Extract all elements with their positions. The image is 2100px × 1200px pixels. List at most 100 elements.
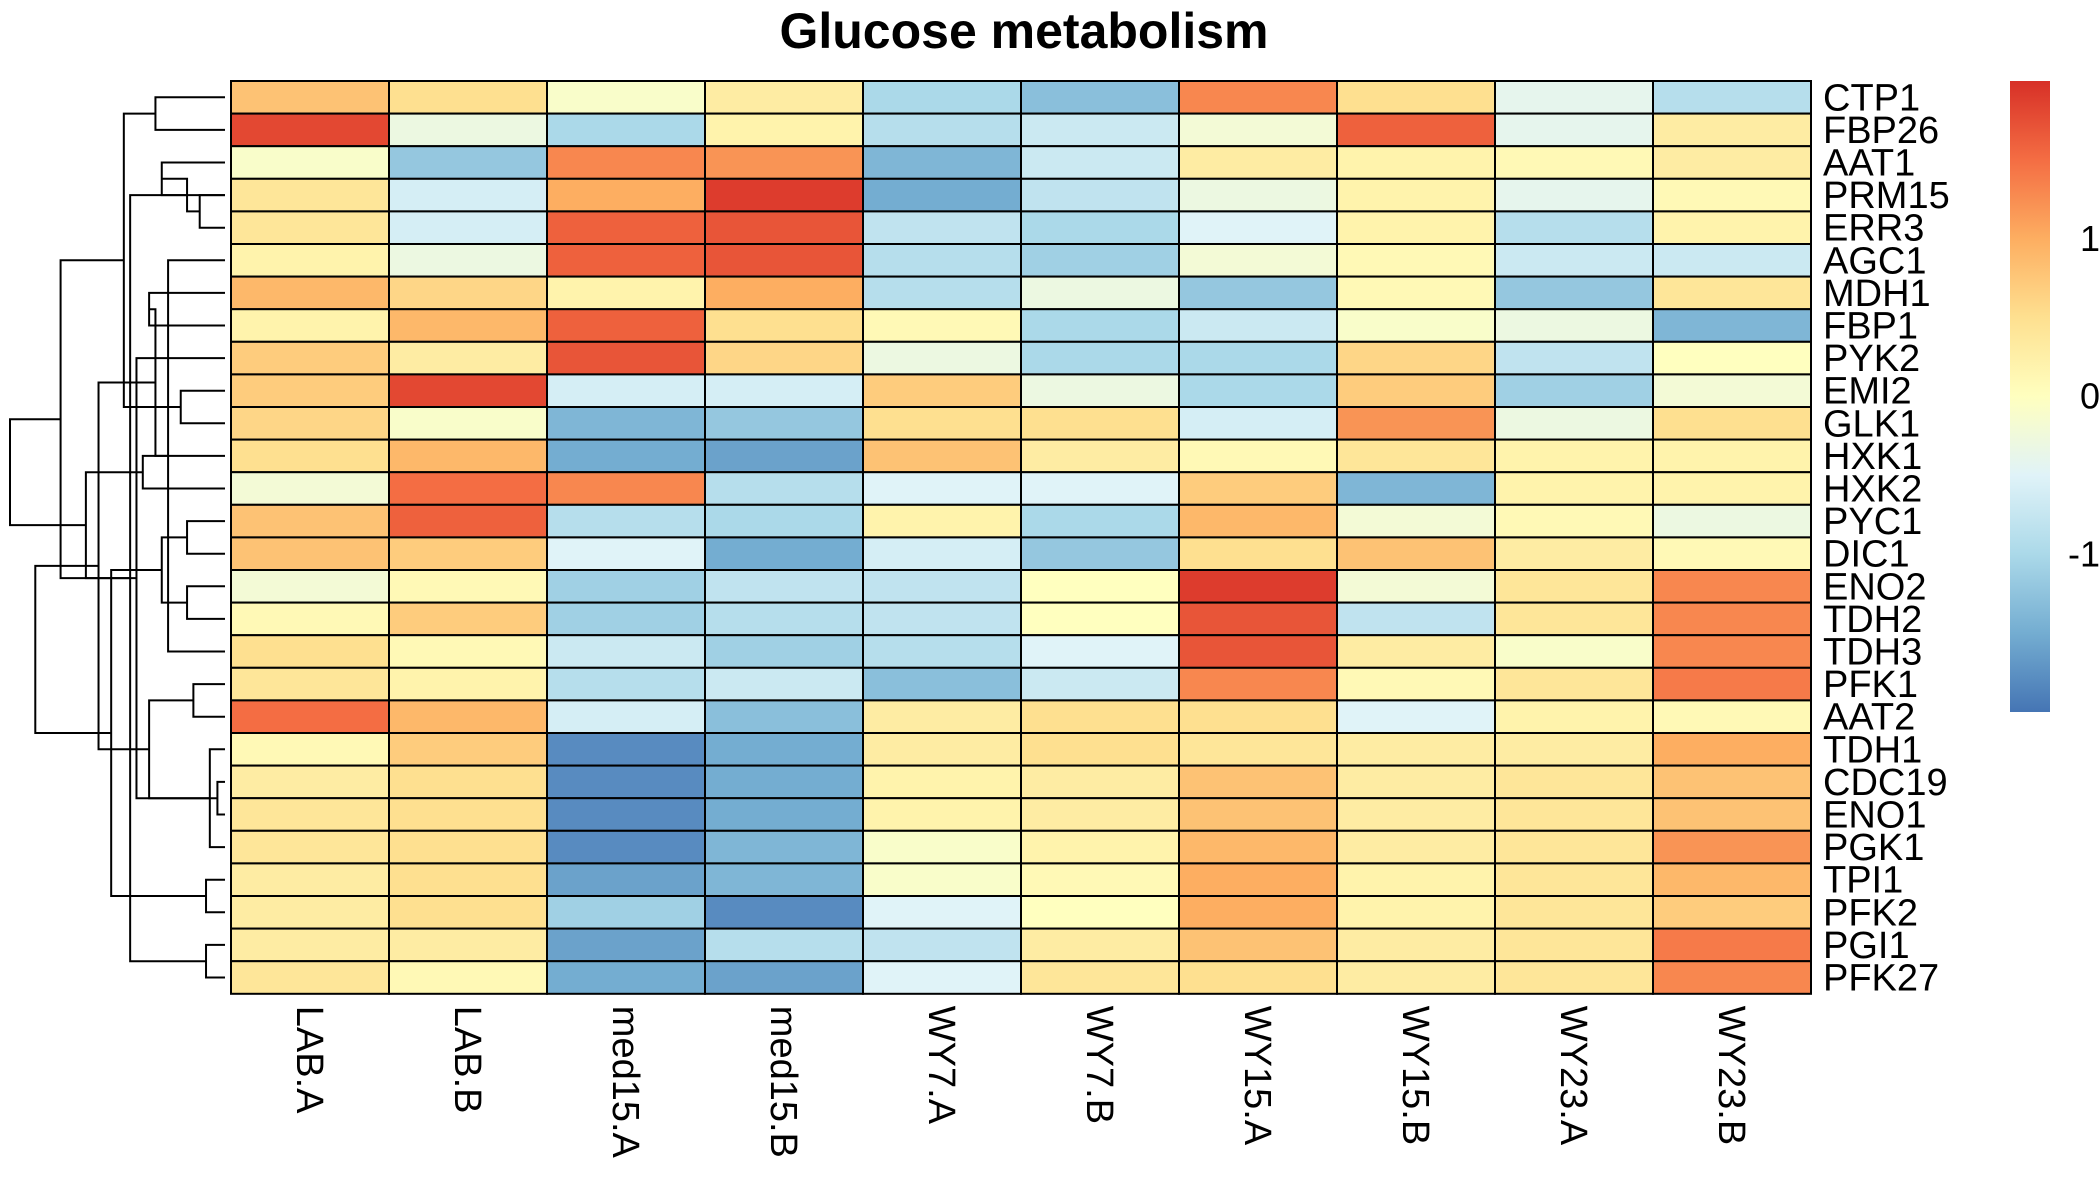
dendrogram-branch [161, 177, 200, 213]
row-dendrogram [9, 96, 225, 979]
heatmap-cell [704, 340, 864, 376]
row-label: MDH1 [1823, 273, 1931, 315]
heatmap-cell [230, 503, 390, 539]
heatmap-cell [704, 732, 864, 767]
heatmap-cell [230, 373, 390, 408]
legend-tick-label: 0 [2080, 376, 2100, 417]
heatmap-cell [1178, 829, 1338, 865]
heatmap-cell [546, 210, 706, 245]
heatmap-cell [862, 243, 1022, 278]
heatmap-cell [1178, 438, 1338, 474]
heatmap-cell [1020, 80, 1180, 115]
heatmap-cell [1652, 601, 1812, 637]
heatmap-cell [1652, 862, 1812, 898]
heatmap-cell [230, 406, 390, 441]
heatmap-cell [704, 308, 864, 343]
heatmap-cell [546, 373, 706, 408]
heatmap-cell [388, 275, 548, 311]
heatmap-cell [388, 960, 548, 995]
heatmap-cell [546, 536, 706, 572]
heatmap-cell [1652, 145, 1812, 180]
heatmap-cell [1494, 503, 1654, 539]
heatmap-cell [704, 862, 864, 898]
row-label: GLK1 [1823, 403, 1920, 445]
column-label: WY7.B [1078, 1006, 1120, 1124]
heatmap-cell [1336, 112, 1496, 148]
heatmap-cell [546, 308, 706, 343]
dendrogram-branch [160, 536, 188, 604]
heatmap-cell [1336, 862, 1496, 898]
heatmap-cell [862, 210, 1022, 245]
heatmap-cell [546, 634, 706, 669]
heatmap-cell [1336, 308, 1496, 343]
column-labels: LAB.A LAB.B med15.A med15.B WY7.A WY7.B WY15.A… [288, 1006, 1752, 1159]
dendrogram-branch [154, 96, 225, 131]
heatmap-cell [1336, 895, 1496, 930]
heatmap-cell [1494, 471, 1654, 506]
row-label: PFK2 [1823, 892, 1918, 934]
heatmap-cell [1336, 243, 1496, 278]
heatmap-cell [1178, 471, 1338, 506]
heatmap-cell [862, 569, 1022, 604]
heatmap-cell [704, 536, 864, 572]
heatmap-cell [1020, 797, 1180, 832]
heatmap-cell [704, 797, 864, 832]
heatmap-cell [862, 764, 1022, 800]
column-label: WY23.B [1710, 1006, 1752, 1145]
heatmap-cell [388, 536, 548, 572]
row-label: ERR3 [1823, 208, 1924, 250]
heatmap-cell [388, 732, 548, 767]
heatmap-cell [862, 666, 1022, 702]
heatmap-cell [1336, 732, 1496, 767]
heatmap-cell [1178, 275, 1338, 311]
legend-tick-label: -1 [2068, 533, 2100, 574]
heatmap-cell [1652, 80, 1812, 115]
heatmap-cell [230, 80, 390, 115]
heatmap-cell [1178, 373, 1338, 408]
dendrogram-branch [141, 454, 225, 490]
row-label: TPI1 [1823, 860, 1903, 902]
heatmap-cell [1336, 80, 1496, 115]
row-label: PFK1 [1823, 664, 1918, 706]
heatmap-cell [704, 927, 864, 963]
heatmap-cell [230, 275, 390, 311]
column-label: LAB.A [288, 1006, 330, 1114]
heatmap-cell [1652, 960, 1812, 995]
dendrogram-branch [205, 878, 225, 914]
heatmap-cell [1020, 732, 1180, 767]
heatmap-cell [1652, 438, 1812, 474]
heatmap-cell [704, 373, 864, 408]
heatmap-cell [1178, 666, 1338, 702]
heatmap-cell [546, 699, 706, 735]
heatmap-cell [1652, 471, 1812, 506]
heatmap-cell [388, 634, 548, 669]
heatmap-cell [230, 829, 390, 865]
heatmap-cell [230, 243, 390, 278]
heatmap-cell [1336, 634, 1496, 669]
row-label: HXK1 [1823, 436, 1922, 478]
heatmap-cell [1336, 471, 1496, 506]
heatmap-cell [1494, 536, 1654, 572]
heatmap-cell [1652, 503, 1812, 539]
heatmap-cell [862, 438, 1022, 474]
heatmap-cell [1336, 699, 1496, 735]
heatmap-cell [546, 503, 706, 539]
heatmap-cell [230, 112, 390, 148]
dendrogram-branch [198, 194, 225, 229]
heatmap-cell [546, 569, 706, 604]
row-label: HXK2 [1823, 469, 1922, 511]
heatmap-cell [230, 797, 390, 832]
heatmap-cell [1494, 308, 1654, 343]
row-label: PGK1 [1823, 827, 1924, 869]
heatmap-cell [1494, 829, 1654, 865]
heatmap-cell [1178, 601, 1338, 637]
dendrogram-branch [186, 520, 225, 555]
row-label: CDC19 [1823, 762, 1948, 804]
heatmap-cell [546, 732, 706, 767]
heatmap-cell [1336, 829, 1496, 865]
heatmap-cell [230, 666, 390, 702]
heatmap-cell [230, 895, 390, 930]
row-label: TDH1 [1823, 729, 1922, 771]
heatmap-cell [388, 80, 548, 115]
